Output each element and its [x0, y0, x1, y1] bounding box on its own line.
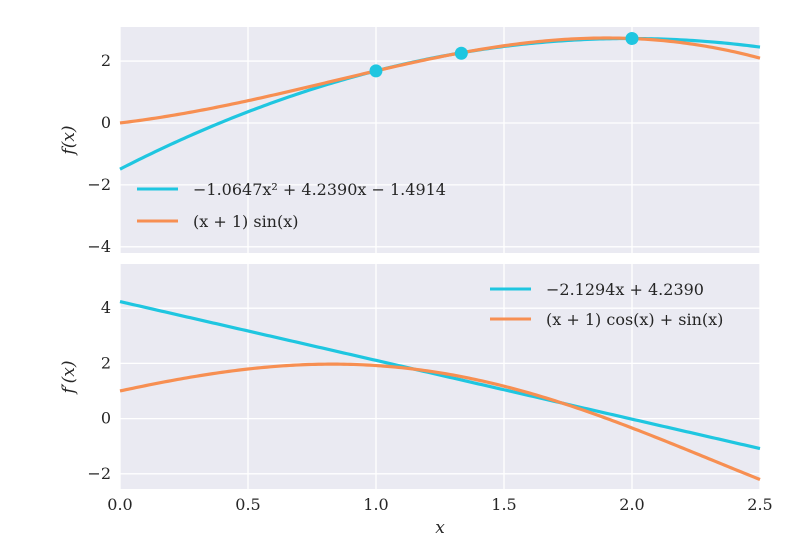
bottom-legend: −2.1294x + 4.2390 (x + 1) cos(x) + sin(x… — [490, 280, 723, 329]
top-y-axis-label: f(x) — [59, 125, 79, 156]
x-tick-label: 1.0 — [363, 495, 388, 514]
x-tick-label: 0.5 — [235, 495, 260, 514]
x-tick-label: 0.0 — [107, 495, 132, 514]
bottom-y-tick-label: 4 — [101, 298, 111, 317]
bottom-y-tick-label: 0 — [101, 409, 111, 428]
top-y-tick-label: 2 — [101, 51, 111, 70]
top-series-line-1 — [119, 36, 761, 125]
top-legend-label-quadratic: −1.0647x² + 4.2390x − 1.4914 — [193, 180, 446, 199]
bottom-legend-label-derivative: (x + 1) cos(x) + sin(x) — [546, 310, 723, 329]
top-y-tick-label: 0 — [101, 113, 111, 132]
x-axis-label: x — [435, 518, 445, 538]
bottom-y-tick-label: −2 — [87, 464, 111, 483]
top-y-tick-label: −2 — [87, 175, 111, 194]
bottom-legend-label-linear: −2.1294x + 4.2390 — [546, 280, 704, 299]
bottom-series-line-0 — [119, 300, 761, 451]
bottom-y-axis-label: f′(x) — [59, 360, 79, 395]
top-legend-label-function: (x + 1) sin(x) — [193, 212, 299, 231]
top-sample-points — [369, 32, 639, 78]
bottom-x-tick-labels: 0.0 0.5 1.0 1.5 2.0 2.5 — [107, 495, 772, 514]
top-y-tick-labels: −4 −2 0 2 — [87, 51, 111, 256]
bottom-y-tick-labels: −2 0 2 4 — [87, 298, 111, 483]
bottom-y-tick-label: 2 — [101, 353, 111, 372]
top-legend: −1.0647x² + 4.2390x − 1.4914 (x + 1) sin… — [137, 180, 446, 231]
top-plot-area — [120, 27, 760, 253]
top-curves — [119, 36, 761, 171]
x-tick-label: 1.5 — [491, 495, 516, 514]
bottom-subplot: −2 0 2 4 0.0 0.5 1.0 1.5 2.0 2.5 f′(x) x −2.1294… — [59, 264, 773, 538]
bottom-series-line-1 — [119, 362, 761, 481]
bottom-gridlines — [119, 264, 761, 489]
top-y-tick-label: −4 — [87, 237, 111, 256]
bottom-curves — [119, 300, 761, 481]
top-sample-point-1 — [454, 46, 468, 60]
x-tick-label: 2.0 — [619, 495, 644, 514]
top-sample-point-2 — [625, 32, 639, 46]
top-subplot: −4 −2 0 2 f(x) −1.0647x² + 4.2390x − 1.4914… — [59, 27, 761, 256]
top-sample-point-0 — [369, 64, 383, 78]
x-tick-label: 2.5 — [747, 495, 772, 514]
